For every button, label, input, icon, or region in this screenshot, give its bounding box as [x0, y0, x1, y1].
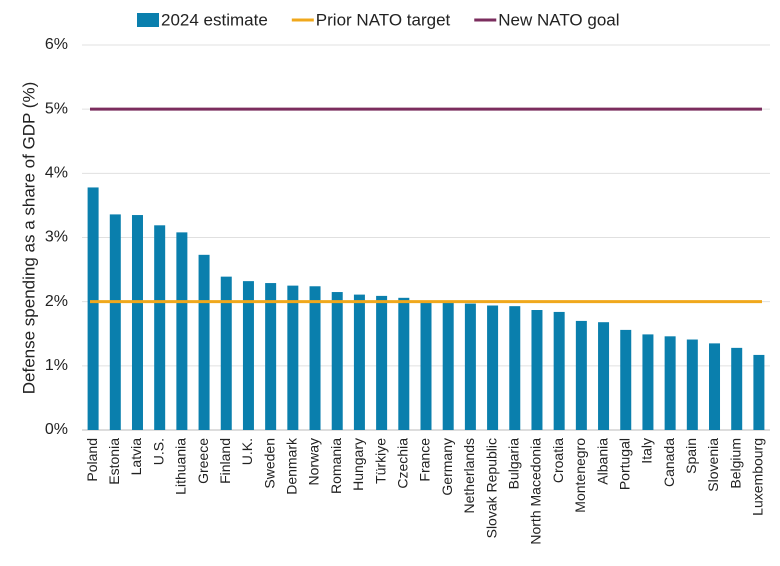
x-tick-label: Belgium — [727, 438, 743, 489]
x-tick-label: Slovenia — [705, 438, 721, 492]
y-tick-label: 3% — [45, 229, 68, 246]
bar — [154, 225, 166, 430]
bar — [509, 306, 521, 430]
x-tick-label: Romania — [328, 438, 344, 494]
legend-label: Prior NATO target — [316, 10, 451, 29]
legend-swatch — [137, 13, 159, 27]
x-tick-label: Hungary — [350, 438, 366, 491]
x-tick-label: Croatia — [550, 438, 566, 483]
y-axis-label: Defense spending as a share of GDP (%) — [19, 82, 38, 394]
x-tick-label: Sweden — [261, 438, 277, 489]
x-tick-label: U.K. — [239, 438, 255, 465]
bar — [87, 187, 99, 430]
x-tick-label: Italy — [639, 438, 655, 464]
bar — [664, 336, 676, 430]
x-tick-label: Canada — [661, 438, 677, 487]
x-tick-label: Estonia — [106, 438, 122, 485]
bar — [575, 320, 587, 430]
bar — [131, 215, 143, 430]
bar — [686, 339, 698, 430]
x-tick-label: Norway — [306, 438, 322, 485]
bar — [531, 310, 543, 430]
y-tick-label: 1% — [45, 357, 68, 374]
bar — [353, 294, 365, 430]
bar — [109, 214, 121, 430]
bar — [731, 347, 743, 430]
x-tick-label: Portugal — [616, 438, 632, 490]
x-tick-label: Bulgaria — [505, 438, 521, 490]
bar — [287, 285, 299, 430]
bar — [553, 311, 565, 430]
y-tick-label: 4% — [45, 165, 68, 182]
legend-label: 2024 estimate — [161, 10, 268, 29]
y-tick-label: 2% — [45, 293, 68, 310]
x-tick-label: Lithuania — [173, 438, 189, 495]
bar — [398, 297, 410, 430]
x-tick-label: Spain — [683, 438, 699, 474]
bar — [309, 286, 321, 430]
bar — [598, 322, 610, 430]
x-tick-label: Türkiye — [372, 438, 388, 484]
bar — [376, 295, 388, 430]
bar — [176, 232, 188, 430]
bar — [709, 343, 721, 430]
bar — [220, 276, 232, 430]
y-tick-label: 0% — [45, 421, 68, 438]
bar — [420, 302, 432, 430]
bar — [442, 302, 454, 430]
x-tick-label: Finland — [217, 438, 233, 484]
bar — [487, 305, 499, 430]
x-tick-label: Latvia — [128, 438, 144, 476]
legend-label: New NATO goal — [498, 10, 619, 29]
bar — [620, 329, 632, 430]
y-tick-label: 5% — [45, 100, 68, 117]
bar — [464, 303, 476, 430]
bar — [265, 283, 277, 430]
x-tick-label: U.S. — [150, 438, 166, 465]
x-tick-label: Czechia — [395, 438, 411, 489]
x-tick-label: Montenegro — [572, 438, 588, 513]
x-tick-label: Greece — [195, 438, 211, 484]
bar — [242, 281, 254, 430]
y-tick-label: 6% — [45, 36, 68, 53]
bar — [753, 354, 765, 430]
x-tick-label: Poland — [84, 438, 100, 482]
x-tick-label: Denmark — [284, 437, 300, 495]
bar — [331, 292, 343, 430]
x-tick-label: Germany — [439, 438, 455, 496]
x-tick-label: Albania — [594, 438, 610, 485]
bar — [642, 334, 654, 430]
x-tick-label: France — [417, 438, 433, 482]
x-tick-label: North Macedonia — [528, 438, 544, 545]
x-tick-label: Netherlands — [461, 438, 477, 514]
x-tick-label: Luxembourg — [750, 438, 766, 516]
x-tick-label: Slovak Republic — [483, 438, 499, 538]
bar — [198, 254, 210, 430]
